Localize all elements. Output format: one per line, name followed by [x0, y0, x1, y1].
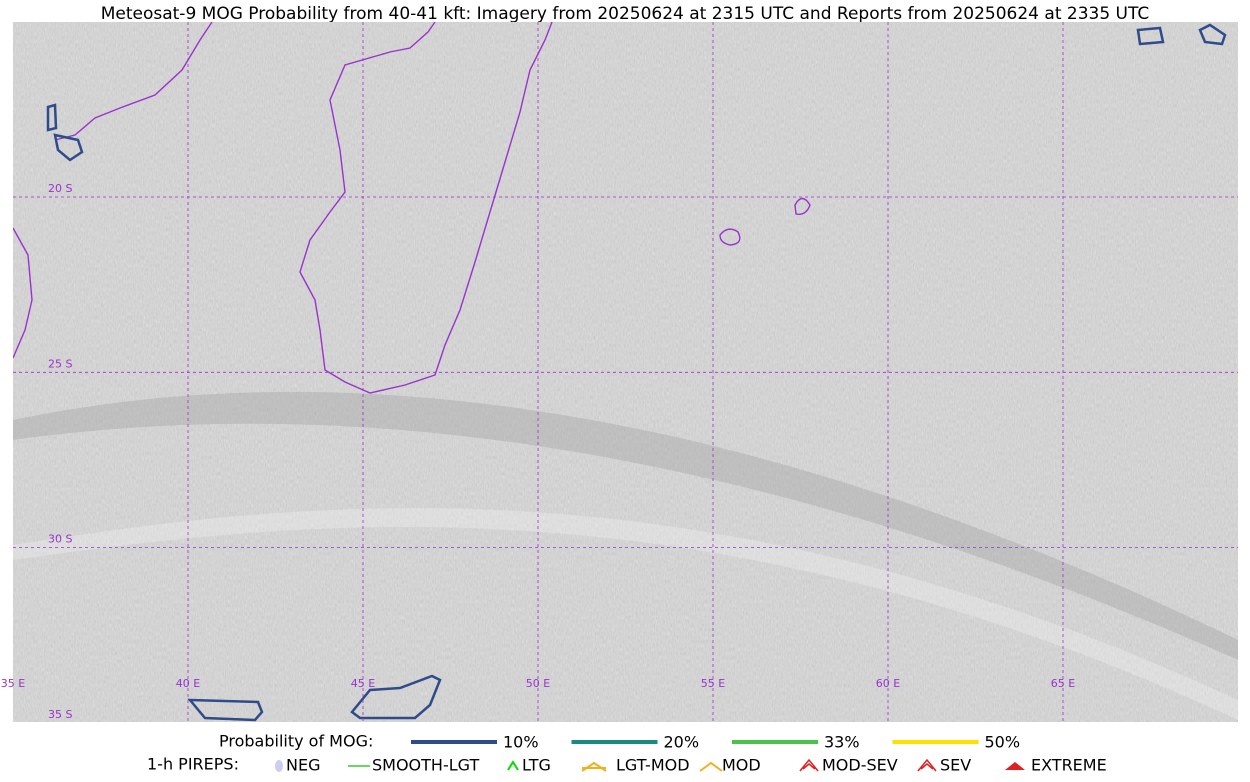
lat-label: 20 S — [48, 182, 72, 195]
legend-title: Probability of MOG: — [219, 732, 373, 751]
pirep-icon — [917, 758, 937, 772]
lon-label: 35 E — [1, 677, 25, 690]
pireps-title: 1-h PIREPS: — [147, 755, 239, 774]
pirep-label: LGT-MOD — [616, 756, 690, 775]
pirep-icon — [581, 761, 607, 772]
legend-label: 20% — [664, 733, 700, 752]
legend: Probability of MOG: 1-h PIREPS: 10% 20% 33… — [147, 732, 1107, 775]
pirep-label: LTG — [522, 756, 551, 775]
legend-label: 10% — [503, 733, 539, 752]
map — [13, 22, 1238, 722]
probability-contours — [46, 23, 1227, 722]
pirep-label: MOD — [722, 756, 761, 775]
pirep-label: MOD-SEV — [822, 756, 898, 775]
coastlines — [13, 22, 811, 394]
pirep-label: SMOOTH-LGT — [372, 756, 479, 775]
cloud-band — [13, 508, 1238, 720]
legend-label: 50% — [985, 733, 1021, 752]
lon-label: 65 E — [1051, 677, 1075, 690]
lon-label: 60 E — [876, 677, 900, 690]
lat-label: 25 S — [48, 357, 72, 370]
pirep-icon — [275, 760, 283, 772]
pirep-icon — [507, 760, 519, 771]
pirep-icon — [1005, 762, 1025, 770]
lon-label: 50 E — [526, 677, 550, 690]
title: Meteosat-9 MOG Probability from 40-41 kf… — [101, 4, 1150, 24]
lon-label: 55 E — [701, 677, 725, 690]
pirep-label: SEV — [940, 756, 971, 775]
cloud-band — [13, 391, 1238, 660]
graticule-labels: 35 E 40 E 45 E 50 E 55 E 60 E 65 E 20 S 25 S 30 S… — [1, 182, 1075, 721]
graticule — [13, 22, 1238, 722]
pirep-label: NEG — [286, 756, 320, 775]
pirep-label: EXTREME — [1031, 756, 1107, 775]
lat-label: 35 S — [48, 708, 72, 721]
legend-label: 33% — [824, 733, 860, 752]
lon-label: 40 E — [176, 677, 200, 690]
pirep-icon — [699, 761, 723, 772]
pirep-icon — [799, 758, 819, 772]
lon-label: 45 E — [351, 677, 375, 690]
lat-label: 30 S — [48, 533, 72, 546]
